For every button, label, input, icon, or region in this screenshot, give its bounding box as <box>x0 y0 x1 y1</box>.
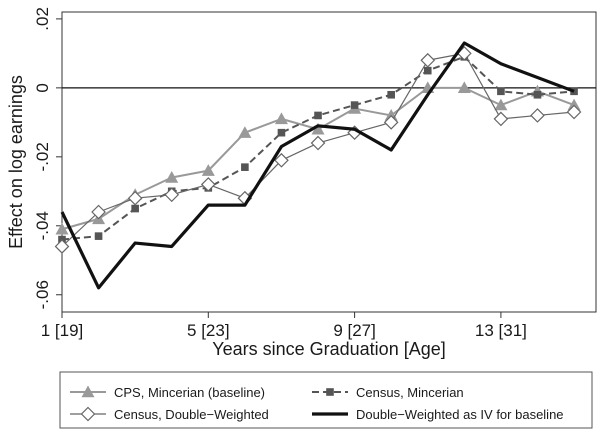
series-2-point <box>310 135 326 151</box>
x-tick-label: 1 [19] <box>41 321 84 340</box>
series-2-point <box>383 114 399 130</box>
series-2-point <box>91 204 106 220</box>
x-axis-title: Years since Graduation [Age] <box>212 339 445 359</box>
y-tick-label: .02 <box>33 7 52 31</box>
series-2-point <box>54 239 70 254</box>
series-1-point <box>241 163 249 171</box>
series-0-point <box>165 171 179 183</box>
series-1-point <box>533 90 542 99</box>
series-1-point <box>277 128 286 137</box>
series-0-point <box>494 98 508 111</box>
series-0-point <box>311 122 325 135</box>
series-2-point <box>200 177 216 192</box>
series-1-point <box>350 101 359 109</box>
x-tick-label: 5 [23] <box>187 321 230 340</box>
series-line-3 <box>60 41 575 290</box>
series-1-point <box>314 111 322 120</box>
legend-swatch-marker <box>326 388 334 396</box>
legend-swatch-marker <box>81 385 95 398</box>
series-1-point <box>94 232 103 240</box>
series-1-point <box>387 90 395 99</box>
legend: CPS, Mincerian (baseline) Census, Minceri… <box>59 371 593 429</box>
series-1-point <box>497 87 505 96</box>
series-2-point <box>420 52 436 68</box>
series-1-point <box>423 66 432 75</box>
series-0-point <box>457 81 471 94</box>
series-0-point <box>201 164 215 176</box>
series-2-point <box>127 190 143 206</box>
series-0-point <box>238 126 252 138</box>
y-tick-label: -.02 <box>33 142 52 171</box>
legend-box <box>59 371 593 429</box>
legend-swatch-marker <box>80 406 96 422</box>
y-tick-label: 0 <box>33 83 52 92</box>
series-2-point <box>566 104 582 120</box>
legend-label: Double−Weighted as IV for baseline <box>356 407 564 422</box>
series-0-point <box>567 98 581 111</box>
series-0-point <box>55 222 69 235</box>
y-tick-label: -.04 <box>33 211 52 240</box>
legend-label: Census, Mincerian <box>356 385 464 400</box>
plot-frame <box>61 11 597 313</box>
series-2-point <box>493 111 509 127</box>
series-2-point <box>530 108 545 123</box>
series-0-point <box>274 112 288 125</box>
y-tick-label: -.06 <box>33 280 52 309</box>
plot-area: .02 0 -.02 -.04 -.06 1 [19] 5 [23] 9 [27] 13 [31… <box>33 7 597 340</box>
y-axis-title: Effect on log earnings <box>6 75 26 249</box>
x-tick-label: 13 [31] <box>475 321 527 340</box>
series-1-point <box>131 204 139 213</box>
series-2-point <box>274 152 289 168</box>
legend-label: Census, Double−Weighted <box>114 407 269 422</box>
series-2-point <box>164 187 180 203</box>
legend-label: CPS, Mincerian (baseline) <box>114 385 265 400</box>
x-tick-label: 9 [27] <box>333 321 376 340</box>
